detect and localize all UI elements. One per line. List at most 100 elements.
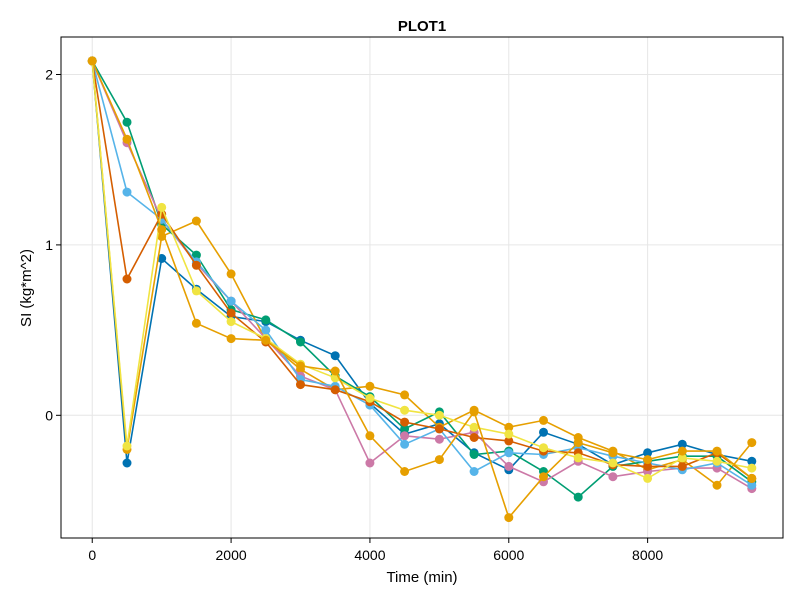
- data-point: [157, 225, 167, 235]
- data-point: [157, 254, 167, 263]
- data-point: [434, 410, 444, 420]
- data-point: [573, 453, 583, 463]
- data-point: [400, 424, 410, 434]
- data-point: [643, 455, 653, 465]
- data-point: [712, 446, 722, 456]
- data-point: [400, 467, 410, 476]
- data-point: [191, 216, 201, 226]
- data-point: [504, 461, 514, 471]
- data-point: [191, 318, 201, 328]
- data-point: [747, 456, 757, 466]
- chart-title: PLOT1: [398, 18, 446, 35]
- data-point: [122, 134, 132, 144]
- data-point: [434, 424, 444, 434]
- data-point: [365, 393, 375, 403]
- data-point: [157, 202, 167, 212]
- data-point: [226, 317, 236, 327]
- series-3: [87, 56, 757, 502]
- series-line: [91, 60, 753, 480]
- data-point: [504, 513, 514, 523]
- data-point: [122, 117, 132, 127]
- data-point: [87, 56, 97, 66]
- data-point: [469, 433, 479, 442]
- data-point: [504, 429, 514, 439]
- data-point: [400, 405, 410, 415]
- series-line: [91, 60, 752, 471]
- data-point: [226, 308, 236, 318]
- series-layer: [87, 56, 757, 523]
- y-tick-label: 2: [45, 66, 53, 82]
- data-point: [504, 448, 514, 458]
- data-point: [608, 458, 618, 468]
- series-7: [87, 56, 757, 483]
- axis-ticks: 0 2000 4000 6000 8000 0 1 2: [45, 66, 663, 563]
- data-point: [191, 286, 201, 296]
- data-point: [573, 492, 583, 502]
- data-point: [434, 434, 444, 444]
- data-point: [747, 473, 757, 483]
- x-tick-label: 6000: [493, 547, 524, 563]
- data-point: [643, 473, 653, 483]
- data-point: [261, 335, 271, 345]
- data-point: [539, 443, 548, 453]
- y-tick-label: 1: [45, 237, 53, 253]
- data-point: [226, 334, 236, 344]
- y-axis-label: SI (kg*m^2): [18, 249, 35, 327]
- data-point: [330, 351, 340, 361]
- data-point: [469, 407, 479, 417]
- data-point: [261, 325, 271, 335]
- data-point: [747, 438, 757, 448]
- data-point: [712, 480, 722, 490]
- data-point: [330, 385, 340, 395]
- y-tick-label: 0: [45, 407, 53, 423]
- plot-frame: [60, 36, 784, 539]
- data-point: [122, 274, 132, 284]
- data-point: [122, 458, 132, 468]
- data-point: [677, 461, 687, 471]
- series-line: [91, 60, 753, 520]
- data-point: [469, 422, 479, 432]
- data-point: [122, 441, 132, 451]
- data-point: [712, 456, 722, 466]
- data-point: [191, 250, 201, 260]
- x-tick-label: 8000: [632, 547, 663, 563]
- data-point: [677, 439, 687, 449]
- data-point: [330, 366, 340, 376]
- series-4: [87, 56, 757, 494]
- data-point: [434, 455, 444, 465]
- series-line: [91, 60, 753, 490]
- data-point: [747, 480, 757, 490]
- data-point: [400, 431, 410, 441]
- data-point: [296, 380, 305, 390]
- data-point: [191, 260, 201, 270]
- data-point: [400, 417, 410, 427]
- data-point: [539, 415, 548, 425]
- data-point: [677, 453, 687, 463]
- data-point: [261, 315, 271, 325]
- data-point: [608, 472, 618, 482]
- data-point: [747, 463, 757, 473]
- data-point: [296, 337, 305, 347]
- data-point: [469, 467, 479, 476]
- data-point: [226, 296, 236, 306]
- data-point: [365, 458, 375, 468]
- data-point: [226, 269, 236, 279]
- series-line: [91, 60, 753, 486]
- x-tick-label: 0: [88, 547, 96, 563]
- data-point: [504, 422, 514, 432]
- data-point: [643, 448, 653, 458]
- series-line: [91, 60, 752, 480]
- data-point: [365, 381, 375, 391]
- data-point: [122, 187, 132, 197]
- data-point: [504, 436, 514, 446]
- x-tick-label: 4000: [354, 547, 385, 563]
- data-point: [539, 427, 548, 437]
- data-point: [400, 390, 410, 400]
- data-point: [296, 361, 305, 371]
- series-line: [91, 60, 753, 487]
- data-point: [608, 448, 618, 458]
- data-point: [365, 431, 375, 441]
- data-point: [539, 472, 548, 482]
- data-point: [677, 446, 687, 456]
